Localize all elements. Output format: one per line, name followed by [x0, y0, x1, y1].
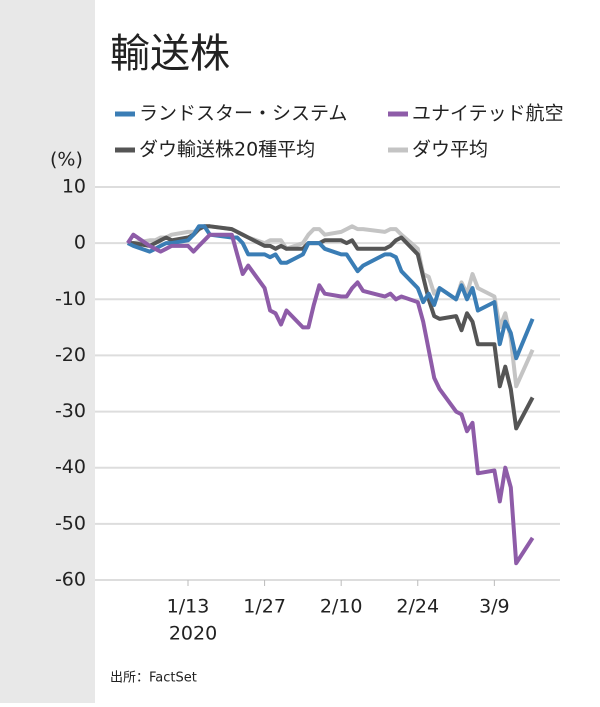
y-tick-label: -20 [55, 344, 86, 366]
legend-label: ダウ輸送株20種平均 [139, 139, 315, 161]
series-line [126, 224, 535, 361]
y-unit: (%) [50, 149, 83, 171]
series-line [127, 224, 535, 431]
x-tick-label: 1/27 [243, 596, 286, 618]
series-line [126, 232, 535, 566]
y-tick-label: -40 [55, 456, 86, 478]
y-tick-label: -10 [55, 288, 86, 310]
x-year: 2020 [169, 623, 217, 645]
chart-title: 輸送株 [110, 31, 230, 77]
source: 出所：FactSet [110, 671, 197, 686]
side-panel [0, 0, 95, 703]
x-tick-label: 1/13 [167, 596, 210, 618]
y-tick-label: 0 [74, 232, 86, 254]
y-tick-label: -50 [55, 512, 86, 534]
y-tick-label: -30 [55, 400, 86, 422]
y-tick-label: 10 [62, 176, 86, 198]
legend-label: ユナイテッド航空 [412, 103, 564, 125]
legend-label: ダウ平均 [412, 139, 488, 161]
x-tick-label: 2/24 [396, 596, 439, 618]
y-tick-label: -60 [55, 569, 86, 591]
legend-label: ランドスター・システム [139, 103, 347, 125]
x-tick-label: 3/9 [479, 596, 510, 618]
x-tick-label: 2/10 [320, 596, 363, 618]
